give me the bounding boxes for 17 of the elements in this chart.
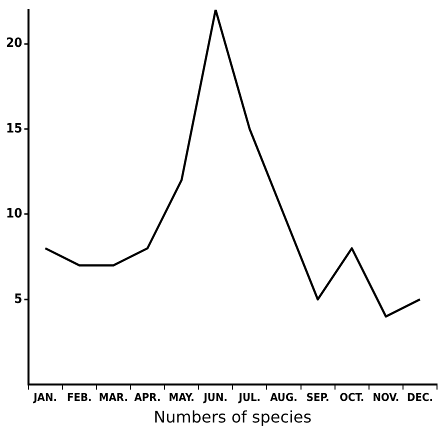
y-tick-label: 10 [6, 206, 22, 222]
x-tick-label: MAR. [98, 391, 128, 404]
y-tick-label: 5 [14, 292, 22, 307]
x-tick-label: MAY. [168, 391, 194, 404]
x-tick-label: NOV. [372, 391, 400, 404]
y-tick-label: 15 [6, 121, 22, 136]
x-tick-label: AUG. [270, 391, 298, 404]
x-tick-label: JAN. [32, 391, 57, 404]
x-tick-label: JUN. [202, 391, 228, 404]
x-tick-label: APR. [134, 391, 161, 404]
x-axis-title: Numbers of species [154, 408, 312, 427]
x-tick-label: JUL. [238, 391, 261, 404]
x-tick-label: FEB. [66, 391, 92, 404]
x-tick-label: OCT. [340, 391, 364, 404]
y-tick-label: 20 [6, 36, 22, 52]
x-tick-label: SEP. [306, 391, 330, 404]
x-tick-label: DEC. [406, 391, 433, 404]
